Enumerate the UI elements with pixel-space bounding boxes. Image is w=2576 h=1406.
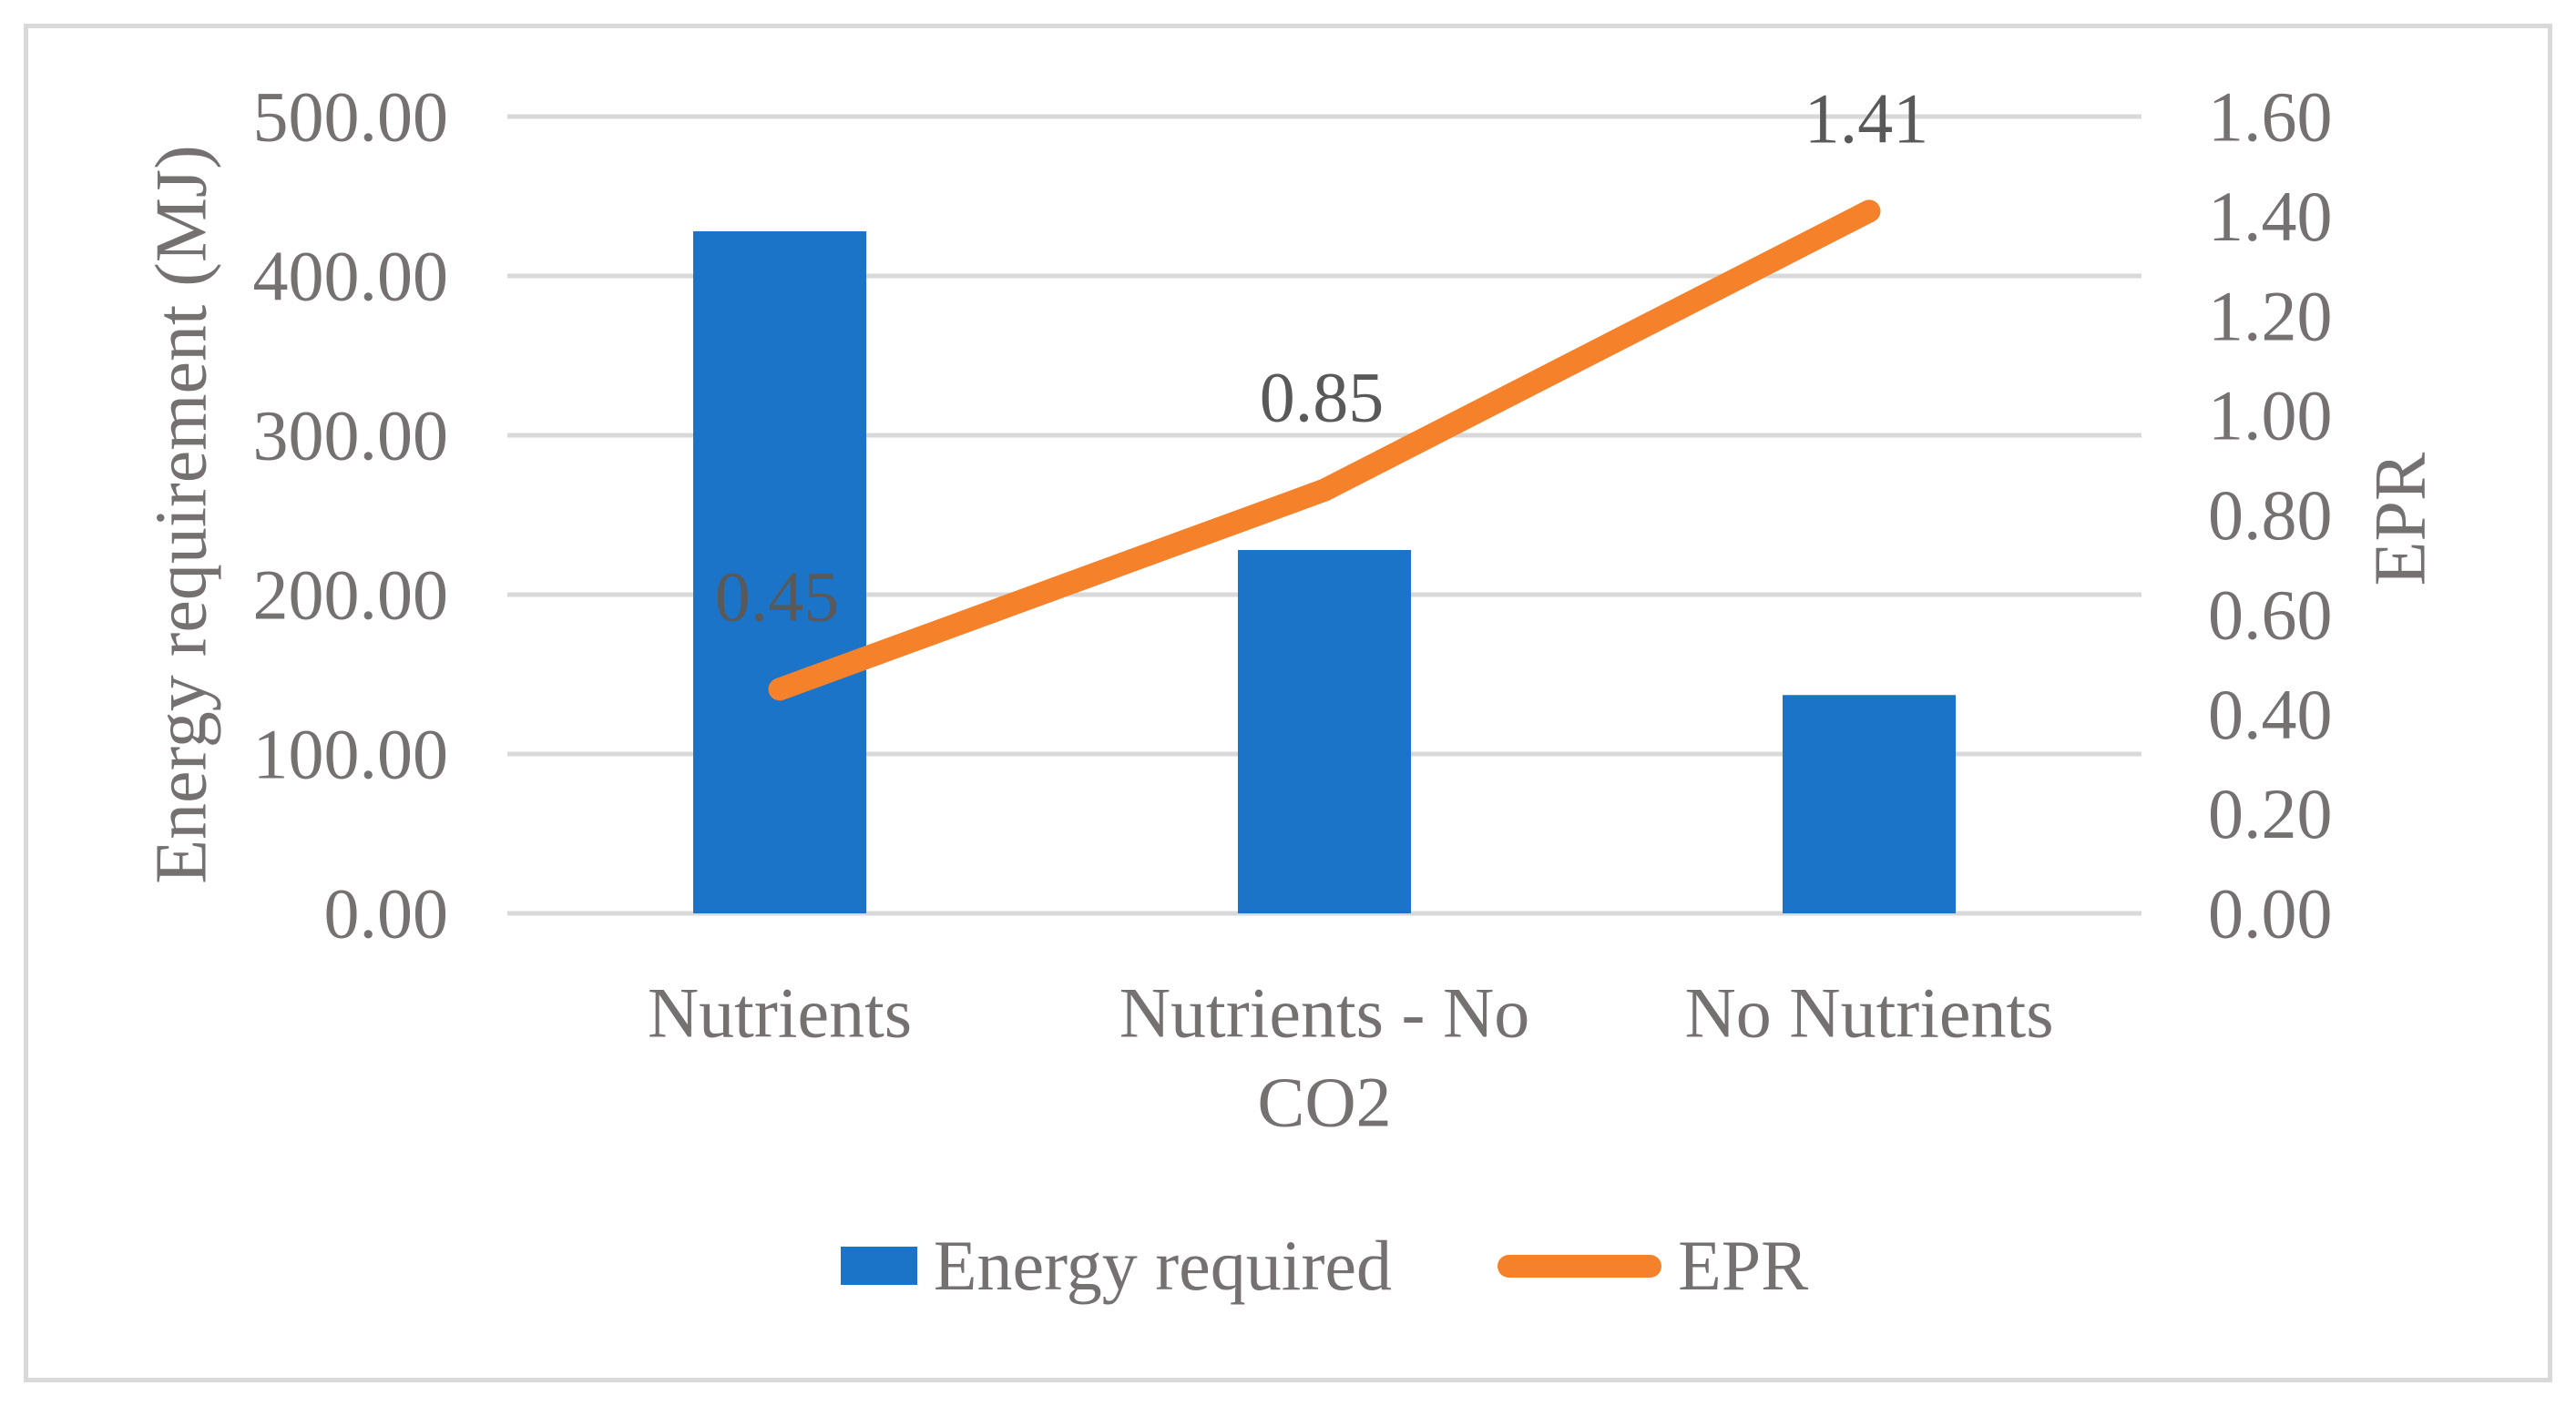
bar-nutrients-no-co2 — [1238, 550, 1411, 913]
right-axis-tick: 1.00 — [2208, 376, 2333, 455]
right-axis-tick: 1.40 — [2208, 177, 2333, 256]
category-label: No Nutrients — [1684, 973, 2053, 1053]
right-axis-tick: 0.40 — [2208, 675, 2333, 754]
legend-label-epr: EPR — [1678, 1226, 1809, 1305]
right-axis-tick: 0.80 — [2208, 475, 2333, 555]
left-axis-title: Energy requirement (MJ) — [141, 145, 222, 884]
left-axis-tick-labels: 500.00 400.00 300.00 200.00 100.00 0.00 — [253, 77, 449, 953]
legend-label-energy-required: Energy required — [933, 1226, 1393, 1305]
category-label: CO2 — [1257, 1063, 1391, 1142]
left-axis-tick: 500.00 — [253, 77, 449, 157]
right-axis-tick: 0.20 — [2208, 774, 2333, 853]
line-series-epr — [768, 199, 1881, 701]
legend-swatch-energy-required — [840, 1247, 917, 1285]
right-axis-title: EPR — [2360, 452, 2441, 586]
epr-data-label: 0.85 — [1260, 358, 1385, 437]
category-axis-labels: Nutrients Nutrients - No CO2 No Nutrients — [648, 973, 2054, 1142]
left-axis-tick: 100.00 — [253, 715, 449, 794]
right-axis-tick-labels: 1.60 1.40 1.20 1.00 0.80 0.60 0.40 0.20 0.00 — [2208, 77, 2333, 953]
right-axis-tick: 1.20 — [2208, 276, 2333, 355]
bar-no-nutrients — [1783, 695, 1956, 913]
epr-data-label: 1.41 — [1804, 78, 1929, 158]
right-axis-tick: 1.60 — [2208, 77, 2333, 157]
legend-spacer — [1408, 1266, 1481, 1267]
category-label: Nutrients - No — [1119, 973, 1530, 1053]
left-axis-tick: 200.00 — [253, 555, 449, 635]
bar-nutrients — [693, 231, 866, 913]
epr-line — [768, 199, 1881, 701]
left-axis-tick: 300.00 — [253, 396, 449, 475]
category-label: Nutrients — [648, 973, 912, 1053]
legend-swatch-epr-line — [1498, 1254, 1662, 1278]
right-axis-tick: 0.00 — [2208, 874, 2333, 953]
legend: Energy required EPR — [507, 1211, 2142, 1320]
epr-data-labels: 0.45 0.85 1.41 — [715, 78, 1929, 636]
right-axis-tick: 0.60 — [2208, 575, 2333, 654]
epr-data-label: 0.45 — [715, 556, 840, 636]
bar-series-energy-required — [693, 231, 1956, 913]
left-axis-tick: 0.00 — [324, 874, 449, 953]
left-axis-tick: 400.00 — [253, 237, 449, 316]
